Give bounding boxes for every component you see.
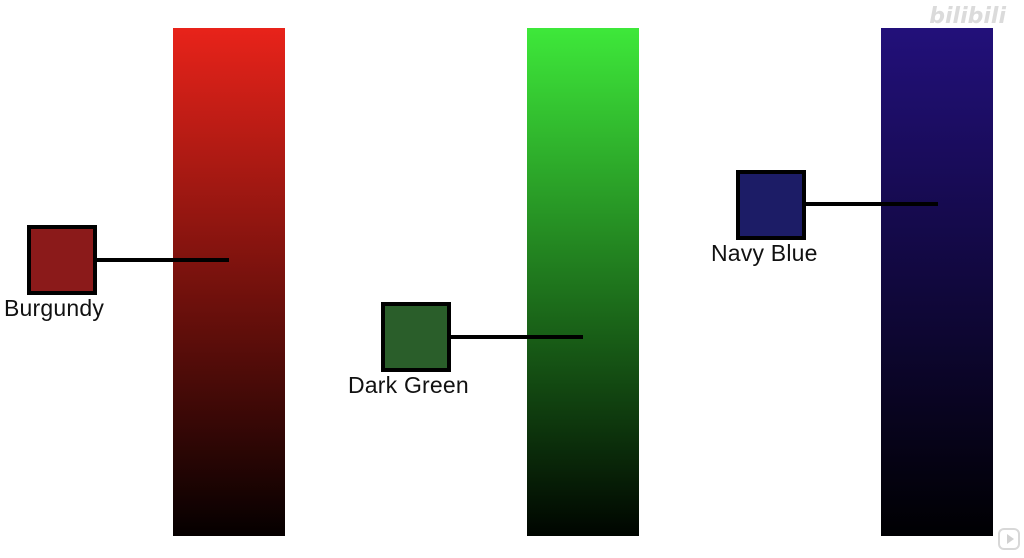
dark-green-connector-line [450,335,583,339]
dark-green-swatch [381,302,451,372]
burgundy-gradient-bar [173,28,285,536]
navy-blue-label: Navy Blue [711,240,818,266]
navy-blue-connector-line [805,202,938,206]
watermark-logo: bilibili [929,4,1006,29]
burgundy-label: Burgundy [4,295,105,321]
dark-green-gradient-bar [527,28,639,536]
navy-blue-gradient-bar [881,28,993,536]
play-icon[interactable] [998,528,1020,550]
dark-green-label: Dark Green [348,372,469,398]
burgundy-connector-line [96,258,229,262]
navy-blue-swatch [736,170,806,240]
burgundy-swatch [27,225,97,295]
